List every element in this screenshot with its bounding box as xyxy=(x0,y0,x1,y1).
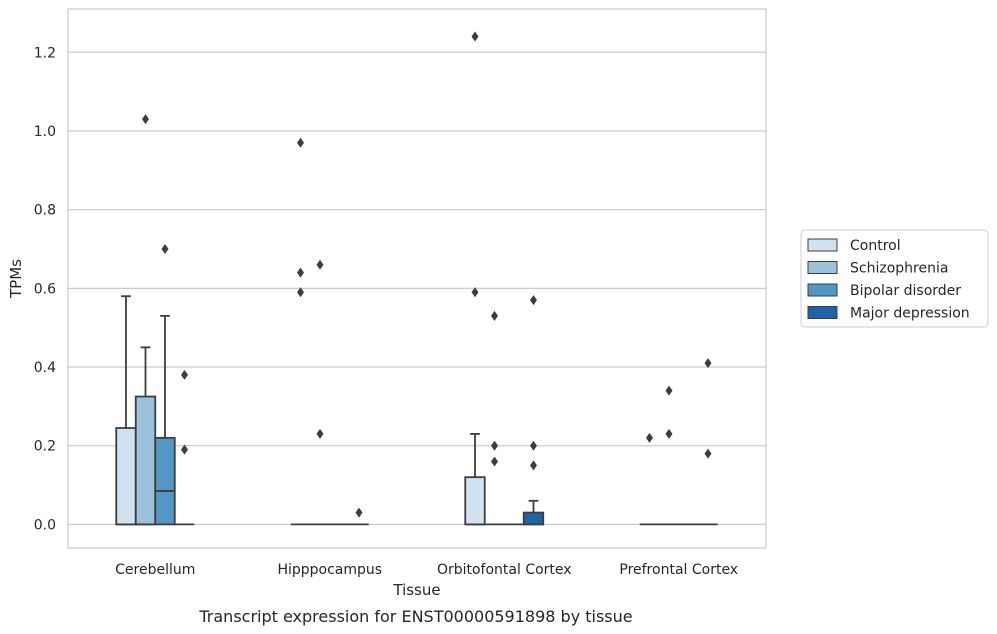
legend-swatch xyxy=(807,283,838,297)
box-major-depression xyxy=(349,507,369,526)
box-body xyxy=(464,476,486,526)
legend-label: Bipolar disorder xyxy=(850,283,961,299)
legend-swatch xyxy=(807,261,838,274)
outlier-point xyxy=(491,440,498,451)
x-axis-label: Tissue xyxy=(392,581,440,599)
y-axis-label: TPMs xyxy=(7,259,25,299)
outlier-point xyxy=(316,428,324,439)
box-major-depression xyxy=(698,358,718,526)
legend-label: Schizophrenia xyxy=(850,261,948,277)
x-tick-label: Orbitofontal Cortex xyxy=(437,562,572,578)
legend-label: Control xyxy=(850,238,901,254)
y-tick-label: 0.0 xyxy=(34,517,56,533)
y-tick-label: 0.2 xyxy=(34,439,56,455)
outlier-point xyxy=(530,295,537,306)
box-body xyxy=(522,511,545,526)
outlier-point xyxy=(646,432,653,443)
y-tick-label: 0.4 xyxy=(34,360,56,376)
outlier-point xyxy=(530,460,537,471)
y-tick-labels: 0.0 0.2 0.4 0.6 0.8 1.0 1.2 xyxy=(34,45,56,533)
boxes xyxy=(115,31,718,526)
outlier-point xyxy=(181,444,188,455)
legend-item: Schizophrenia xyxy=(807,261,948,277)
x-tick-label: Hipppocampus xyxy=(277,562,382,578)
outlier-point xyxy=(161,243,169,254)
box-body xyxy=(154,436,176,526)
y-tick-label: 1.0 xyxy=(34,124,56,140)
legend-swatch xyxy=(807,306,838,319)
legend: Control Schizophrenia Bipolar disorder Majo… xyxy=(800,229,989,328)
plot-frame xyxy=(67,8,767,549)
box-body xyxy=(134,395,157,526)
outlier-point xyxy=(704,448,712,459)
outlier-point xyxy=(471,287,479,298)
box-control xyxy=(290,137,311,526)
outlier-point xyxy=(491,456,498,467)
box-schizophrenia xyxy=(659,385,679,526)
box-schizophrenia xyxy=(310,259,330,526)
legend-label: Major depression xyxy=(850,306,970,322)
legend-item: Major depression xyxy=(807,306,970,322)
outlier-point xyxy=(297,267,304,278)
legend-frame xyxy=(800,229,989,328)
y-tick-label: 0.8 xyxy=(34,203,56,219)
x-tick-label: Cerebellum xyxy=(115,562,195,578)
x-tick-label: Prefrontal Cortex xyxy=(619,562,738,578)
box-schizophrenia xyxy=(134,114,157,526)
chart-caption: Transcript expression for ENST0000059189… xyxy=(198,607,632,626)
box-major-depression xyxy=(522,295,545,526)
outlier-point xyxy=(665,385,673,396)
outlier-point xyxy=(491,310,498,321)
outlier-point xyxy=(142,114,149,125)
box-bipolar-disorder xyxy=(154,243,176,526)
legend-item: Bipolar disorder xyxy=(807,283,961,299)
outlier-point xyxy=(297,137,304,148)
x-tick-labels: Cerebellum Hipppocampus Orbitofontal Corte… xyxy=(115,562,738,578)
legend-item: Control xyxy=(807,238,901,254)
box-body xyxy=(115,427,137,526)
box-control xyxy=(115,295,137,526)
outlier-point xyxy=(355,507,363,518)
y-tick-label: 1.2 xyxy=(34,45,56,61)
box-control xyxy=(639,432,660,526)
box-major-depression xyxy=(174,369,195,526)
outlier-point xyxy=(704,358,712,369)
outlier-point xyxy=(181,369,188,380)
outlier-point xyxy=(316,259,324,270)
outlier-point xyxy=(297,287,304,298)
outlier-point xyxy=(665,428,673,439)
box-control xyxy=(464,31,486,526)
legend-swatch xyxy=(807,238,838,252)
outlier-point xyxy=(530,440,537,451)
box-schizophrenia xyxy=(484,310,505,526)
y-tick-label: 0.6 xyxy=(34,281,56,297)
outlier-point xyxy=(471,31,479,42)
